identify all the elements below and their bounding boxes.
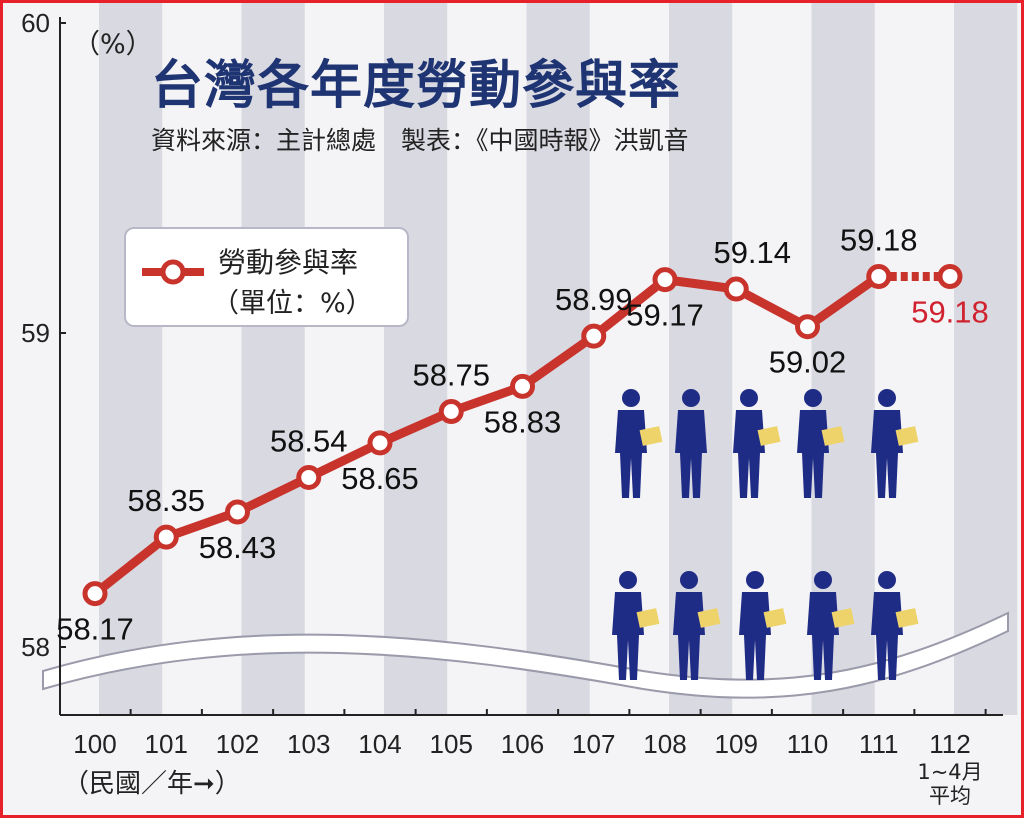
axes: 58 59 60 100 101 102 103 104 105 106 107 108 109 110 1… <box>21 8 1003 808</box>
data-point <box>225 499 250 525</box>
series-line <box>92 272 882 598</box>
chart-title: 台灣各年度勞動參與率 <box>151 56 682 116</box>
x-tick-label: 109 <box>715 729 758 759</box>
worker-silhouette <box>673 571 721 680</box>
worker-silhouette <box>739 571 787 680</box>
x-tick-label: 103 <box>287 729 330 759</box>
y-tick-label: 58 <box>21 632 50 662</box>
background-stripe <box>99 3 163 715</box>
data-point <box>82 581 108 607</box>
data-label: 58.65 <box>341 461 419 496</box>
source-note: 資料來源：主計總處 製表：《中國時報》洪凱音 <box>151 126 689 155</box>
line-chart: 58 59 60 100 101 102 103 104 105 106 107 108 109 110 1… <box>21 3 1018 808</box>
data-label: 58.43 <box>199 530 277 565</box>
x-tick-label: 104 <box>358 729 401 759</box>
data-point <box>581 323 607 349</box>
background-stripe <box>241 3 305 715</box>
data-label: 59.02 <box>769 345 847 380</box>
data-point <box>652 267 678 293</box>
data-point <box>367 430 393 456</box>
x-tick-label: 105 <box>430 729 473 759</box>
data-point <box>795 314 820 340</box>
worker-silhouette <box>807 571 855 680</box>
data-point <box>723 276 749 302</box>
x-tick-label: 106 <box>501 729 544 759</box>
x-tick-label: 110 <box>787 729 828 759</box>
decorative-wave <box>42 611 1009 699</box>
x-tick-label: 112 <box>929 729 970 759</box>
worker-silhouette <box>615 389 663 498</box>
y-tick-label: 60 <box>21 8 50 38</box>
legend-series-name: 勞動參與率 <box>218 246 359 279</box>
data-label: 58.35 <box>127 483 205 518</box>
worker-silhouette <box>675 389 707 498</box>
data-point <box>296 464 322 490</box>
data-point <box>510 373 535 399</box>
x-tick-label: 100 <box>73 729 116 759</box>
data-label: 58.54 <box>270 423 348 458</box>
data-point <box>866 263 892 289</box>
worker-silhouettes <box>612 389 919 680</box>
data-label: 58.75 <box>412 358 490 393</box>
x-tick-label: 108 <box>643 729 686 759</box>
y-unit-label: （%） <box>73 29 153 60</box>
data-label: 59.14 <box>713 235 791 270</box>
y-tick-label: 59 <box>21 318 50 348</box>
data-label: 58.17 <box>56 612 134 647</box>
data-label: 58.99 <box>555 282 633 317</box>
legend: 勞動參與率 （單位：%） <box>124 227 409 327</box>
wave-band <box>42 611 1009 699</box>
background-stripe <box>954 3 1018 715</box>
background-stripe <box>384 3 448 715</box>
x-tick-label: 102 <box>216 729 259 759</box>
worker-silhouette <box>797 389 845 498</box>
x-tick-note: 1~4月 <box>917 760 982 784</box>
worker-silhouette <box>733 389 781 498</box>
x-tick-label: 101 <box>145 729 188 759</box>
data-point <box>937 263 963 289</box>
x-tick-label: 107 <box>572 729 615 759</box>
data-point <box>438 399 464 424</box>
x-tick-note: 平均 <box>929 784 971 808</box>
worker-silhouette <box>871 389 919 498</box>
x-tick-label: 111 <box>859 729 899 759</box>
worker-silhouette <box>871 571 919 680</box>
data-point <box>153 524 179 550</box>
data-label: 59.18 <box>840 222 918 257</box>
data-label: 58.83 <box>484 404 562 439</box>
legend-unit: （單位：%） <box>212 288 373 319</box>
x-axis-era-note: （民國／年➞） <box>63 769 241 799</box>
worker-silhouette <box>612 571 660 680</box>
data-label: 59.18 <box>911 294 989 329</box>
legend-swatch <box>142 259 204 285</box>
data-label: 59.17 <box>626 298 704 333</box>
